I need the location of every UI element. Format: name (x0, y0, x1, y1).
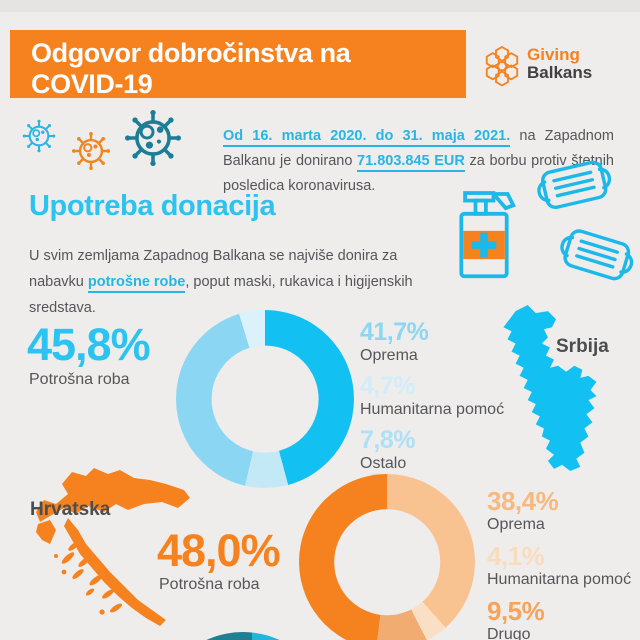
legend-value: 9,5% (487, 596, 545, 626)
serbia-donut-chart (176, 310, 354, 488)
virus-icon (21, 118, 57, 154)
croatia-region-label: Hrvatska (30, 499, 111, 520)
sanitizer-bottle-icon (452, 176, 516, 280)
top-strip (0, 0, 640, 12)
virus-icon (70, 130, 112, 172)
legend-label: Drugo (487, 626, 531, 640)
serbia-top-share-label: Potrošna roba (29, 371, 130, 388)
page-title: Odgovor dobročinstva na COVID-19 (31, 38, 351, 99)
croatia-legend: 38,4% Oprema 4,1% Humanitarna pomoć 9,5%… (487, 487, 631, 640)
legend-value: 4,1% (487, 541, 545, 571)
legend-label: Oprema (487, 516, 545, 533)
legend-item: 9,5% Drugo (487, 597, 631, 640)
usage-paragraph: U svim zemljama Zapadnog Balkana se najv… (29, 247, 413, 316)
legend-item: 4,7% Humanitarna pomoć (360, 373, 504, 419)
intro-text-mid: na Zapadnom Balkanu je donirano (223, 127, 614, 169)
legend-item: 41,7% Oprema (360, 319, 504, 365)
croatia-map-shape (16, 460, 196, 632)
legend-value: 7,8% (360, 426, 415, 454)
header-banner: Odgovor dobročinstva na COVID-19 (10, 30, 466, 99)
intro-paragraph: Od 16. marta 2020. do 31. maja 2021. na … (223, 124, 614, 199)
croatia-top-share-label: Potrošna roba (159, 576, 260, 593)
section-heading: Upotreba donacija (29, 190, 276, 222)
giving-balkans-logo-icon (482, 44, 522, 90)
virus-icon (122, 107, 184, 169)
legend-label: Humanitarna pomoć (360, 401, 505, 418)
intro-dates-highlight: Od 16. marta 2020. do 31. maja 2021. (223, 127, 511, 147)
serbia-map-shape (483, 303, 620, 475)
legend-item: 38,4% Oprema (487, 487, 631, 534)
next-donut-chart-peek (155, 632, 331, 640)
legend-label: Oprema (360, 347, 418, 364)
intro-amount-highlight: 71.803.845 EUR (357, 152, 465, 172)
croatia-top-share-value: 48,0% (157, 525, 281, 576)
face-mask-icon (551, 219, 640, 289)
logo-balkans: Balkans (527, 63, 593, 82)
croatia-donut-chart (299, 474, 475, 640)
logo-wordmark: Giving Balkans (527, 46, 592, 82)
serbia-region-label: Srbija (556, 336, 609, 357)
logo-giving: Giving (527, 45, 580, 64)
legend-label: Ostalo (360, 455, 407, 472)
legend-label: Humanitarna pomoć (487, 571, 632, 588)
legend-value: 4,7% (360, 372, 415, 400)
legend-item: 4,1% Humanitarna pomoć (487, 542, 631, 589)
legend-value: 41,7% (360, 318, 429, 346)
legend-item: 7,8% Ostalo (360, 427, 504, 473)
usage-highlight: potrošne robe (87, 273, 186, 293)
legend-value: 38,4% (487, 486, 559, 516)
serbia-top-share-value: 45,8% (27, 319, 151, 370)
face-mask-icon (529, 151, 620, 216)
serbia-legend: 41,7% Oprema 4,7% Humanitarna pomoć 7,8%… (360, 319, 504, 481)
